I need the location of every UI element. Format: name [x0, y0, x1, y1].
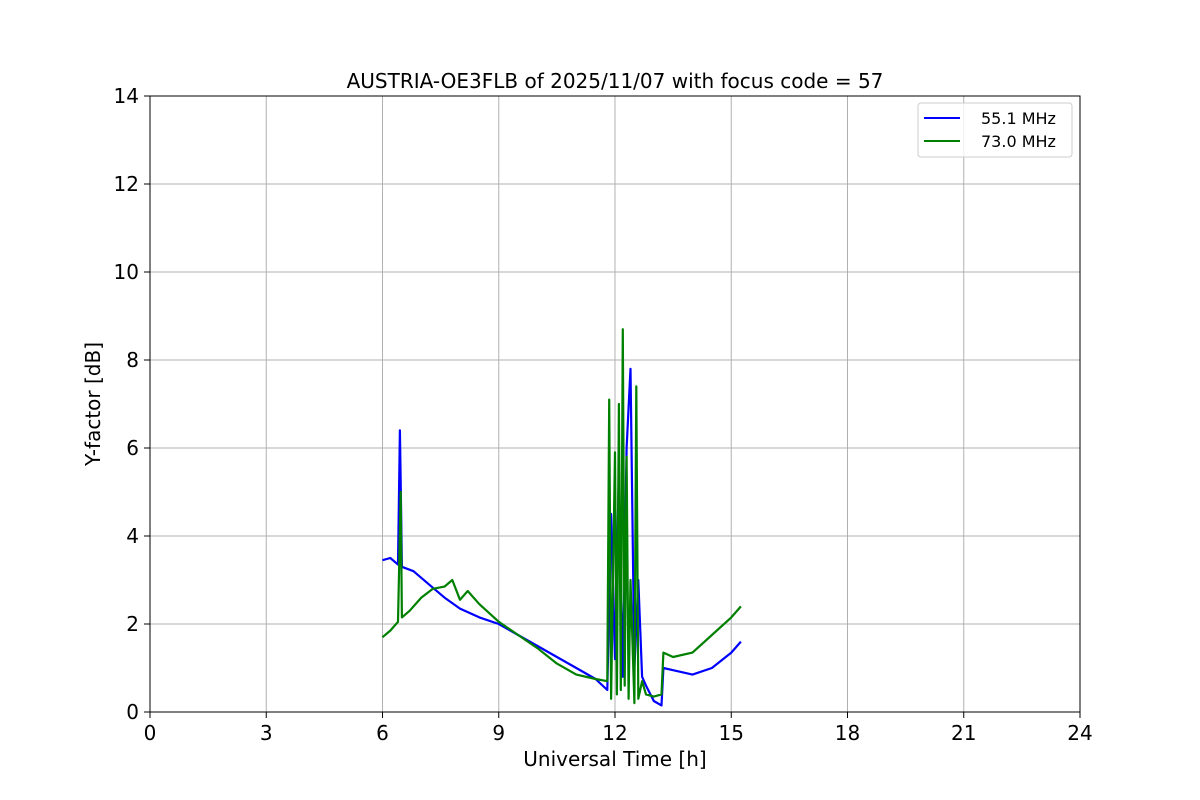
- series-line-55-1: [382, 367, 742, 707]
- y-tick-label: 14: [114, 84, 139, 108]
- legend-box: [917, 102, 1073, 158]
- y-tick-label: 8: [126, 348, 139, 372]
- legend: 55.1 MHz 73.0 MHz: [917, 102, 1073, 158]
- y-tick-label: 6: [126, 436, 139, 460]
- y-tick-label: 0: [126, 700, 139, 724]
- y-tick-label: 12: [114, 172, 139, 196]
- y-tick-label: 10: [114, 260, 139, 284]
- legend-label-73-0: 73.0 MHz: [981, 132, 1056, 151]
- legend-label-55-1: 55.1 MHz: [981, 109, 1056, 128]
- y-tick-label: 4: [126, 524, 139, 548]
- y-axis-label: Y-factor [dB]: [81, 342, 105, 467]
- x-tick-label: 15: [719, 721, 744, 745]
- series-layer: [381, 328, 742, 707]
- x-tick-label: 18: [835, 721, 860, 745]
- x-tick-label: 9: [492, 721, 505, 745]
- y-tick-label: 2: [126, 612, 139, 636]
- x-tick-label: 3: [260, 721, 273, 745]
- x-tick-label: 0: [144, 721, 157, 745]
- x-tick-label: 24: [1067, 721, 1092, 745]
- x-axis-label: Universal Time [h]: [523, 747, 706, 771]
- series-line-73-0: [381, 328, 742, 705]
- x-tick-label: 6: [376, 721, 389, 745]
- chart-title: AUSTRIA-OE3FLB of 2025/11/07 with focus …: [347, 69, 884, 93]
- x-tick-label: 21: [951, 721, 976, 745]
- x-tick-label: 12: [602, 721, 627, 745]
